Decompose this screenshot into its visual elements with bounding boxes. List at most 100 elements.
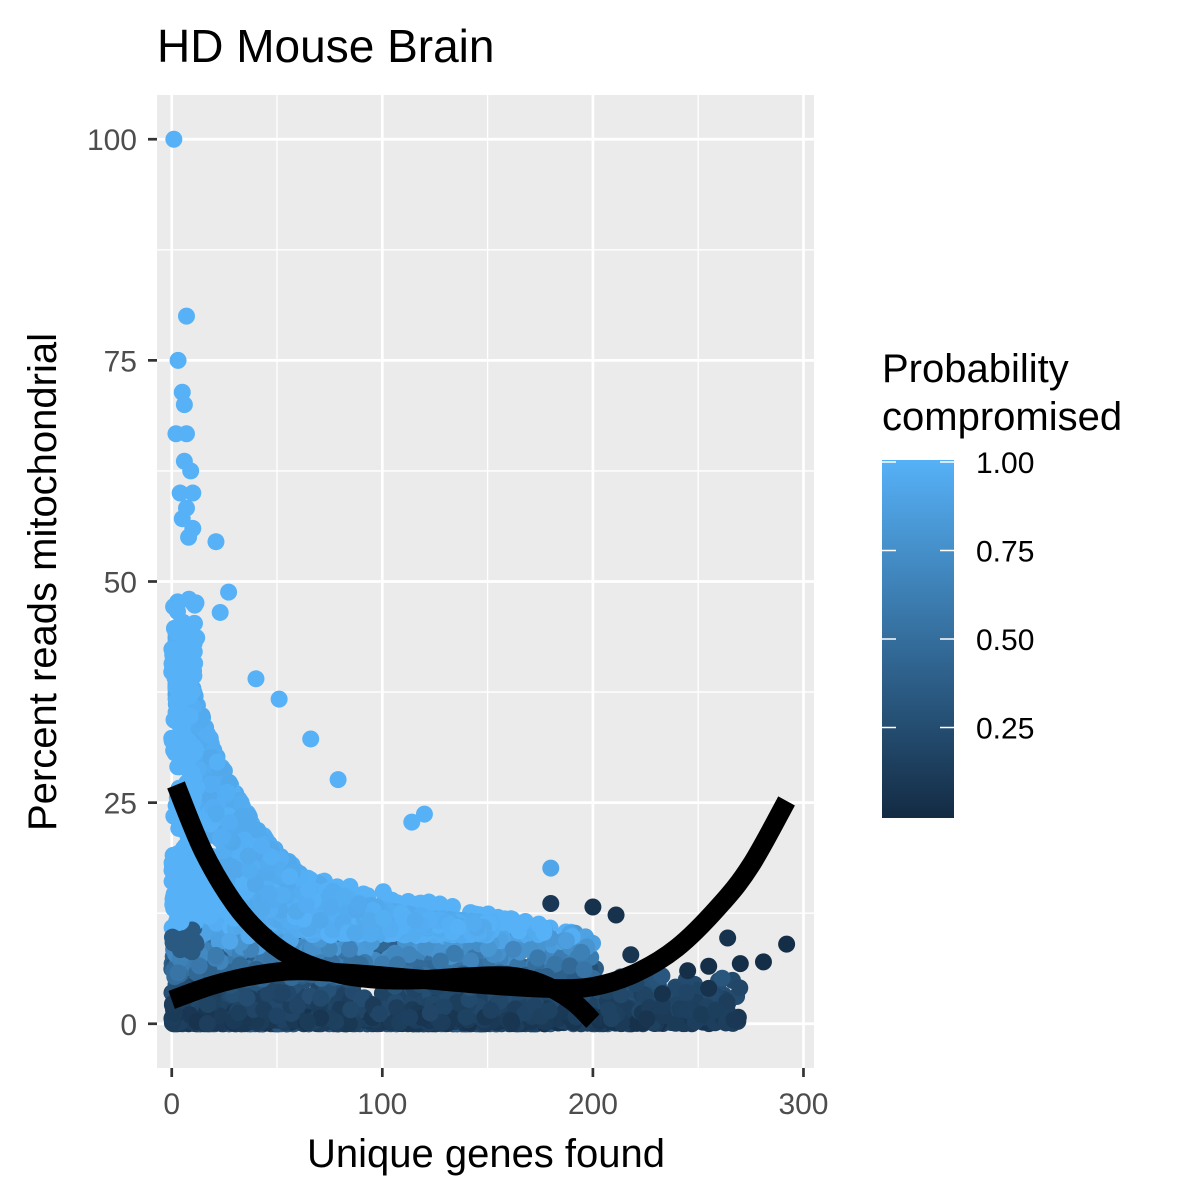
scatter-point bbox=[335, 887, 353, 905]
scatter-points bbox=[163, 130, 796, 1033]
scatter-point bbox=[249, 821, 267, 839]
scatter-point bbox=[299, 1013, 317, 1031]
scatter-point bbox=[165, 619, 183, 637]
scatter-point bbox=[322, 898, 340, 916]
scatter-point-outlier-10 bbox=[184, 484, 202, 502]
scatter-point bbox=[255, 1001, 273, 1019]
scatter-point bbox=[638, 1010, 656, 1028]
scatter-point bbox=[281, 868, 299, 886]
scatter-point bbox=[183, 943, 201, 961]
scatter-point-outlier-28 bbox=[719, 929, 737, 947]
scatter-point bbox=[239, 847, 257, 865]
scatter-point-outlier-27 bbox=[607, 906, 625, 924]
scatter-point bbox=[299, 881, 317, 899]
scatter-point bbox=[462, 952, 480, 970]
scatter-point bbox=[176, 655, 194, 673]
scatter-point bbox=[603, 1010, 621, 1028]
scatter-point bbox=[171, 931, 189, 949]
scatter-point bbox=[401, 1008, 419, 1026]
y-tick-label-2: 50 bbox=[104, 567, 137, 600]
chart-title: HD Mouse Brain bbox=[157, 20, 494, 72]
legend-title-line-2: compromised bbox=[882, 395, 1122, 439]
scatter-point-outlier-20 bbox=[302, 730, 320, 748]
scatter-point bbox=[678, 1001, 696, 1019]
scatter-point bbox=[350, 895, 368, 913]
scatter-point bbox=[186, 898, 204, 916]
scatter-point bbox=[457, 1008, 475, 1026]
scatter-point bbox=[218, 783, 236, 801]
legend-tick-label-1: 0.50 bbox=[976, 624, 1034, 657]
fit-lines bbox=[167, 781, 795, 1028]
scatter-point bbox=[172, 913, 190, 931]
scatter-point bbox=[510, 922, 528, 940]
scatter-point bbox=[362, 925, 380, 943]
y-axis-title: Percent reads mitochondrial bbox=[21, 333, 65, 831]
scatter-point bbox=[435, 998, 453, 1016]
scatter-point bbox=[207, 946, 225, 964]
x-tick-label-0: 0 bbox=[163, 1088, 180, 1121]
scatter-point bbox=[312, 1009, 330, 1027]
scatter-point-outlier-22 bbox=[415, 805, 433, 823]
scatter-point bbox=[170, 848, 188, 866]
scatter-point bbox=[201, 776, 219, 794]
scatter-point bbox=[713, 969, 731, 987]
legend-tick-label-3: 1.00 bbox=[976, 447, 1034, 480]
x-axis: 0 100 200 300 bbox=[163, 1068, 829, 1121]
scatter-point bbox=[241, 861, 259, 879]
scatter-point bbox=[312, 989, 330, 1007]
scatter-point-outlier-31 bbox=[731, 955, 749, 973]
scatter-point-outlier-32 bbox=[700, 957, 718, 975]
scatter-point bbox=[174, 738, 192, 756]
scatter-point bbox=[449, 918, 467, 936]
scatter-point-outlier-1 bbox=[177, 307, 195, 325]
scatter-point-outlier-25 bbox=[542, 894, 560, 912]
scatter-point bbox=[561, 957, 579, 975]
scatter-point-outlier-26 bbox=[584, 898, 602, 916]
scatter-point bbox=[340, 940, 358, 958]
scatter-point-outlier-30 bbox=[754, 953, 772, 971]
y-tick-label-4: 100 bbox=[87, 124, 137, 157]
scatter-point bbox=[221, 932, 239, 950]
scatter-point bbox=[692, 1005, 710, 1023]
scatter-point-outlier-14 bbox=[180, 528, 198, 546]
scatter-point-outlier-4 bbox=[175, 396, 193, 414]
x-tick-label-3: 300 bbox=[778, 1088, 828, 1121]
scatter-point bbox=[504, 940, 522, 958]
scatter-point-outlier-6 bbox=[177, 425, 195, 443]
legend: Probability compromised 0.25 0.50 0.75 1.00 bbox=[882, 347, 1122, 818]
scatter-point bbox=[228, 860, 246, 878]
scatter-point bbox=[171, 758, 189, 776]
scatter-point-outlier-33 bbox=[679, 962, 697, 980]
scatter-point bbox=[400, 946, 418, 964]
scatter-point bbox=[253, 837, 271, 855]
scatter-point bbox=[169, 964, 187, 982]
scatter-point bbox=[465, 915, 483, 933]
scatter-point bbox=[297, 896, 315, 914]
legend-title-line-1: Probability bbox=[882, 347, 1069, 391]
scatter-point bbox=[273, 886, 291, 904]
scatter-point-outlier-0 bbox=[165, 130, 183, 148]
scatter-point bbox=[360, 911, 378, 929]
legend-tick-label-2: 0.75 bbox=[976, 536, 1034, 569]
y-tick-label-3: 75 bbox=[104, 345, 137, 378]
scatter-point-outlier-8 bbox=[182, 462, 200, 480]
scatter-point bbox=[678, 984, 696, 1002]
scatter-point-outlier-29 bbox=[778, 935, 796, 953]
y-axis: 0 25 50 75 100 bbox=[87, 124, 157, 1042]
scatter-point-outlier-2 bbox=[169, 351, 187, 369]
legend-ticks: 0.25 0.50 0.75 1.00 bbox=[882, 447, 1034, 746]
scatter-point bbox=[169, 640, 187, 658]
y-tick-label-1: 25 bbox=[104, 788, 137, 821]
scatter-point bbox=[731, 979, 749, 997]
scatter-point bbox=[388, 999, 406, 1017]
x-axis-title: Unique genes found bbox=[307, 1132, 665, 1176]
scatter-point bbox=[479, 940, 497, 958]
scatter-point bbox=[375, 909, 393, 927]
scatter-point bbox=[260, 884, 278, 902]
scatter-point bbox=[529, 949, 547, 967]
scatter-point-outlier-37 bbox=[653, 985, 671, 1003]
x-tick-label-1: 100 bbox=[357, 1088, 407, 1121]
legend-tick-label-0: 0.25 bbox=[976, 713, 1034, 746]
scatter-point-outlier-16 bbox=[220, 583, 238, 601]
